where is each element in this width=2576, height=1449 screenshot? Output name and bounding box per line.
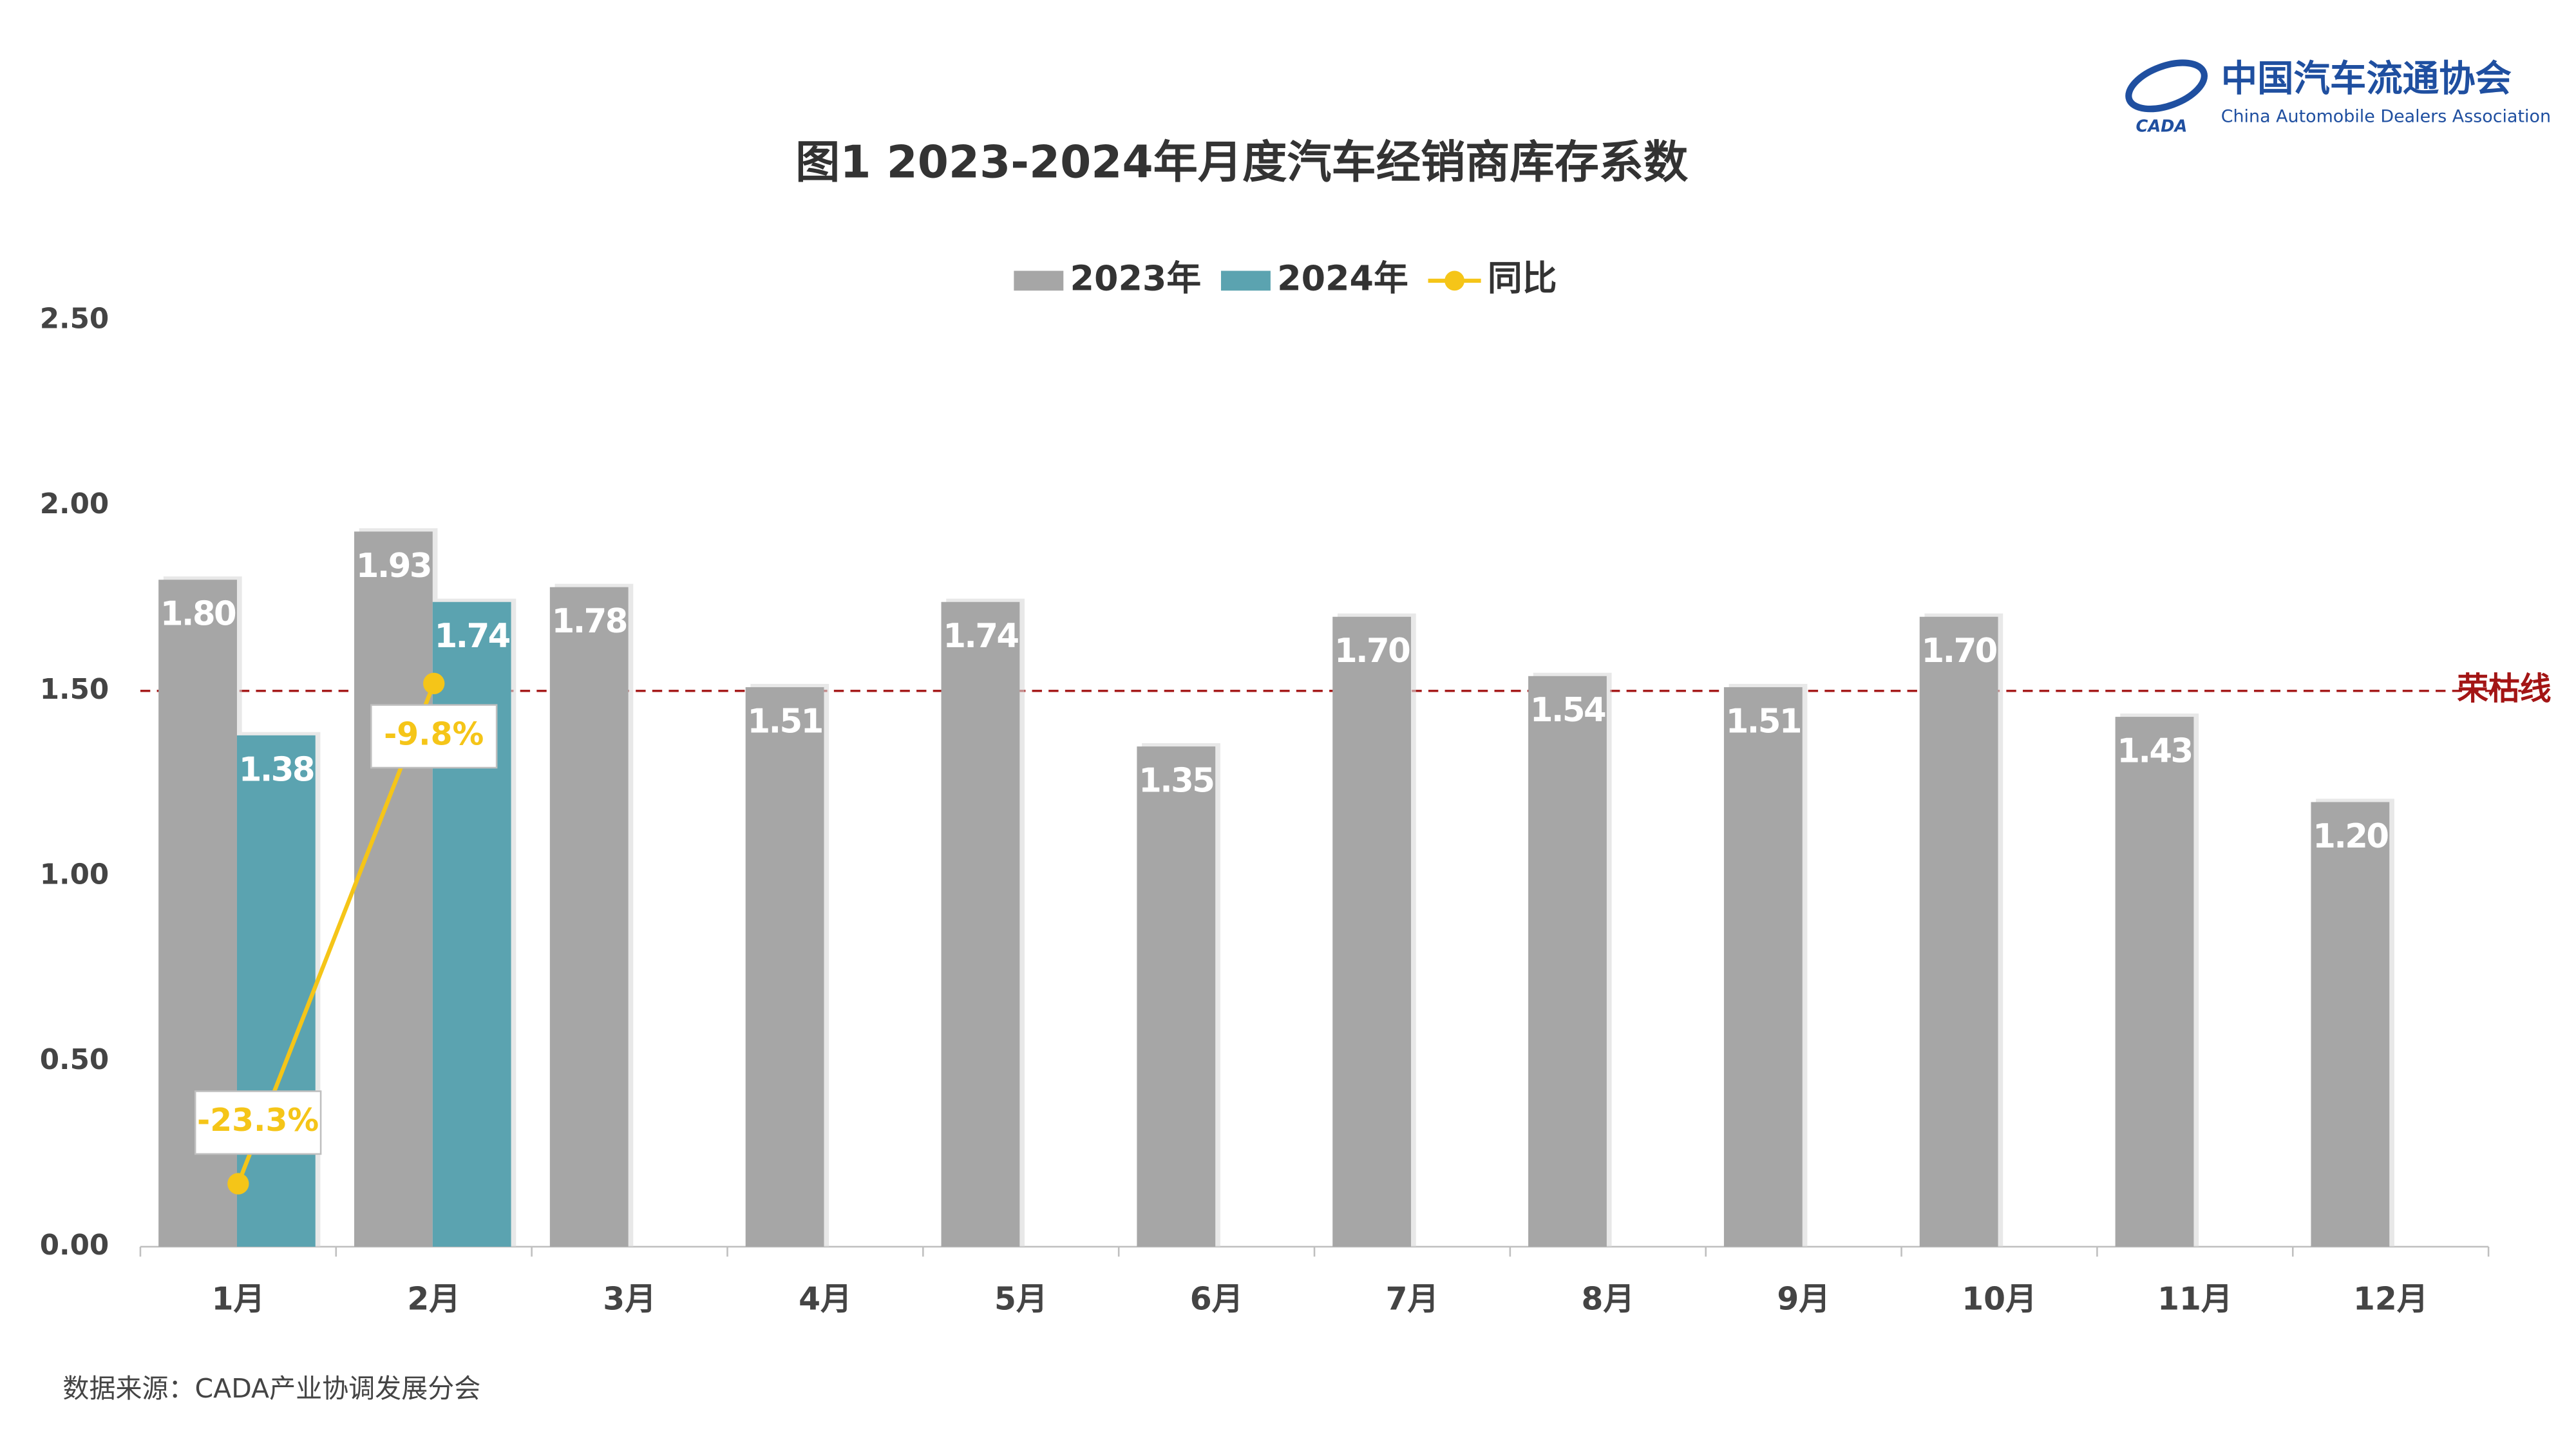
legend-label: 2023年 <box>1070 258 1202 299</box>
line-point <box>423 672 445 694</box>
x-tick-label: 12月 <box>2353 1282 2428 1318</box>
y-tick-label: 0.50 <box>40 1044 109 1076</box>
bar <box>1137 746 1216 1247</box>
y-tick-label: 1.00 <box>40 859 109 891</box>
x-tick-label: 3月 <box>603 1282 656 1318</box>
data-label: 1.43 <box>2117 732 2192 771</box>
x-tick-label: 2月 <box>407 1282 460 1318</box>
bar <box>745 687 824 1247</box>
bar <box>549 587 629 1247</box>
legend-swatch <box>1220 270 1271 291</box>
data-label: 1.78 <box>552 602 627 641</box>
data-label: 1.51 <box>1726 702 1801 741</box>
logo-mark: CADA <box>2136 117 2188 136</box>
x-tick-label: 11月 <box>2157 1282 2232 1318</box>
reference-label: 荣枯线 <box>2457 671 2551 707</box>
data-label: 1.93 <box>356 547 431 585</box>
x-tick-label: 9月 <box>1777 1282 1830 1318</box>
bar <box>2115 717 2194 1247</box>
data-label: -9.8% <box>384 716 484 752</box>
source-note: 数据来源：CADA产业协调发展分会 <box>62 1373 480 1404</box>
x-tick-label: 6月 <box>1190 1282 1244 1318</box>
x-tick-label: 8月 <box>1581 1282 1634 1318</box>
data-label: 1.70 <box>1334 632 1410 670</box>
x-tick-label: 7月 <box>1386 1282 1439 1318</box>
data-label: 1.74 <box>943 617 1018 656</box>
data-label: 1.70 <box>1922 632 1997 670</box>
data-label: 1.35 <box>1139 762 1213 800</box>
data-label: 1.51 <box>747 702 822 741</box>
bar <box>1528 676 1607 1247</box>
bar <box>1919 616 1998 1247</box>
logo-icon <box>2125 59 2208 113</box>
logo-english: China Automobile Dealers Association <box>2221 107 2551 127</box>
bar <box>2311 802 2390 1247</box>
y-tick-label: 0.00 <box>40 1229 109 1262</box>
data-label: 1.54 <box>1530 691 1605 730</box>
legend-label: 同比 <box>1488 258 1557 299</box>
x-tick-label: 1月 <box>212 1282 265 1318</box>
legend-marker <box>1444 270 1464 291</box>
y-tick-label: 2.00 <box>40 488 109 520</box>
data-label: -23.3% <box>197 1103 319 1139</box>
data-label: 1.74 <box>435 617 510 656</box>
x-tick-label: 4月 <box>799 1282 852 1318</box>
x-tick-label: 5月 <box>994 1282 1048 1318</box>
x-tick-label: 10月 <box>1962 1282 2036 1318</box>
bar <box>354 531 433 1247</box>
bar <box>236 735 316 1247</box>
logo: CADA 中国汽车流通协会 China Automobile Dealers A… <box>2125 59 2551 136</box>
chart-title: 图1 2023-2024年月度汽车经销商库存系数 <box>795 137 1689 188</box>
bar <box>1332 616 1412 1247</box>
line-point <box>227 1173 249 1195</box>
data-label-box <box>370 704 498 769</box>
data-label: 1.20 <box>2313 817 2388 856</box>
data-label: 1.80 <box>160 595 236 634</box>
legend-swatch <box>1014 270 1064 291</box>
bar <box>1723 687 1803 1247</box>
data-label-box <box>194 1090 322 1155</box>
data-label: 1.38 <box>239 750 314 789</box>
bar <box>432 601 511 1247</box>
bar <box>941 601 1020 1247</box>
logo-name: 中国汽车流通协会 <box>2221 59 2512 99</box>
legend-label: 2024年 <box>1277 258 1408 299</box>
y-tick-label: 1.50 <box>40 674 109 706</box>
y-tick-label: 2.50 <box>40 303 109 335</box>
